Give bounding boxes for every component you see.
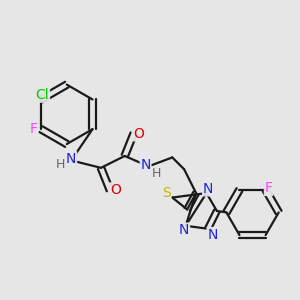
Text: H: H [151,167,160,180]
Text: N: N [207,228,218,242]
Text: S: S [162,186,171,200]
Text: H: H [55,158,64,171]
Text: N: N [179,223,189,237]
Text: O: O [110,183,121,197]
Text: N: N [140,158,151,172]
Text: F: F [30,122,38,136]
Text: N: N [66,152,76,166]
Text: O: O [134,127,144,141]
Text: F: F [265,181,273,195]
Text: Cl: Cl [36,88,49,102]
Text: N: N [203,182,213,196]
